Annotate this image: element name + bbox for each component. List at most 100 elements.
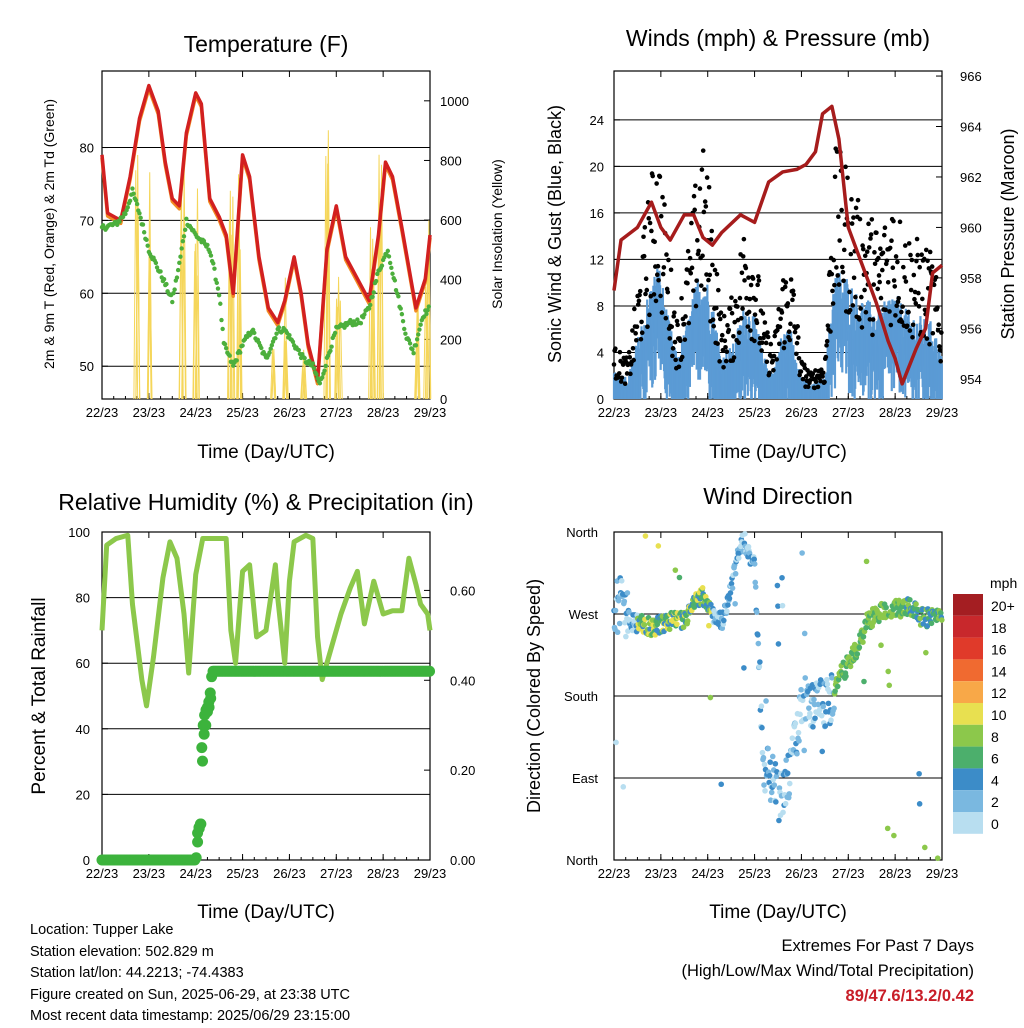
direction-point <box>626 609 632 615</box>
direction-point <box>684 618 691 624</box>
direction-point <box>886 682 893 689</box>
gust-point <box>774 357 779 362</box>
gust-point <box>673 357 678 363</box>
dewpoint-point <box>130 186 135 191</box>
gust-point <box>895 259 900 265</box>
direction-point <box>812 715 818 722</box>
gust-point <box>660 271 666 277</box>
solar-spike <box>282 333 288 400</box>
solar-spike <box>426 220 432 400</box>
solar-spike <box>194 275 200 400</box>
gust-point <box>788 277 794 282</box>
temp-2m-line <box>100 83 432 383</box>
gust-point <box>782 284 788 290</box>
direction-point <box>759 749 766 756</box>
gust-point <box>702 199 708 204</box>
gust-point <box>714 271 720 277</box>
gust-point <box>796 335 801 340</box>
direction-point <box>769 753 776 760</box>
dewpoint-point <box>317 381 323 386</box>
gust-point <box>675 322 680 328</box>
gust-point <box>618 379 624 384</box>
gust-point <box>870 317 876 322</box>
gust-point <box>911 272 917 278</box>
direction-point <box>773 799 779 805</box>
extremes-box: Extremes For Past 7 Days (High/Low/Max W… <box>681 934 974 1009</box>
gust-point <box>611 362 617 367</box>
gust-point <box>664 252 669 257</box>
pressure-line <box>612 104 944 386</box>
precip-point <box>197 755 209 767</box>
gust-point <box>902 275 907 280</box>
dir-xtick-label: 26/23 <box>785 866 818 881</box>
gust-point <box>840 269 846 275</box>
dir-title: Wind Direction <box>703 483 853 509</box>
winds-xtick-label: 29/23 <box>926 405 959 420</box>
dewpoint-point <box>205 242 210 248</box>
dewpoint-point <box>267 350 272 355</box>
gust-point <box>869 217 875 222</box>
gust-point <box>619 375 625 381</box>
gust-point <box>820 370 826 376</box>
precip-point <box>192 836 204 848</box>
gust-point <box>847 307 853 313</box>
rh-ytick-label: 80 <box>76 591 90 606</box>
dewpoint-point <box>177 260 182 266</box>
gust-point <box>637 288 643 294</box>
dewpoint-point <box>234 358 239 363</box>
gust-point <box>839 207 844 213</box>
direction-point <box>786 791 793 797</box>
dewpoint-point <box>328 348 333 354</box>
gust-point <box>649 228 654 234</box>
gust-point <box>914 258 919 264</box>
gust-point <box>837 238 842 243</box>
winds-y2tick-label: 964 <box>960 120 982 135</box>
rh-axes: 22/23 23/23 24/23 25/23 26/23 27/23 28/23 29/23… <box>68 525 475 881</box>
direction-point <box>727 590 734 596</box>
gust-point <box>878 246 883 252</box>
gust-point <box>790 288 796 294</box>
winds-xtick-label: 24/23 <box>691 405 724 420</box>
gust-point <box>756 278 762 283</box>
direction-point <box>847 663 854 670</box>
gust-point <box>775 327 780 333</box>
legend-label: 16 <box>991 642 1007 658</box>
dewpoint-point <box>175 267 181 273</box>
dewpoint-point <box>227 353 232 358</box>
dewpoint-point <box>137 211 142 216</box>
dewpoint-point <box>223 345 229 351</box>
gust-point <box>832 282 837 288</box>
winds-xtick-label: 25/23 <box>738 405 771 420</box>
direction-point <box>655 543 662 549</box>
direction-point <box>621 598 628 605</box>
gust-point <box>860 243 865 248</box>
gust-point <box>636 298 642 304</box>
gust-point <box>764 359 770 365</box>
rh-xtick-label: 27/23 <box>320 866 353 881</box>
gust-point <box>616 371 622 376</box>
gust-point <box>762 320 768 325</box>
direction-point <box>761 761 768 768</box>
dewpoint-point <box>269 343 275 348</box>
direction-point <box>802 675 809 681</box>
gust-point <box>927 249 933 255</box>
gust-point <box>721 365 726 370</box>
gust-point <box>849 221 855 226</box>
dewpoint-point <box>379 263 385 268</box>
gust-point <box>829 271 835 277</box>
dewpoint-point <box>399 311 405 317</box>
gust-point <box>824 338 830 344</box>
temp-xtick-label: 28/23 <box>367 405 400 420</box>
gust-point <box>896 295 902 301</box>
direction-point <box>757 659 763 665</box>
dewpoint-point <box>208 253 214 258</box>
dewpoint-point <box>290 339 296 344</box>
dewpoint-point <box>117 219 122 224</box>
gust-point <box>813 379 819 385</box>
gust-point <box>711 323 717 329</box>
direction-point <box>786 780 793 787</box>
direction-point <box>718 781 725 788</box>
dewpoint-point <box>314 372 319 377</box>
winds-y2tick-label: 956 <box>960 321 982 336</box>
direction-point <box>612 607 619 614</box>
